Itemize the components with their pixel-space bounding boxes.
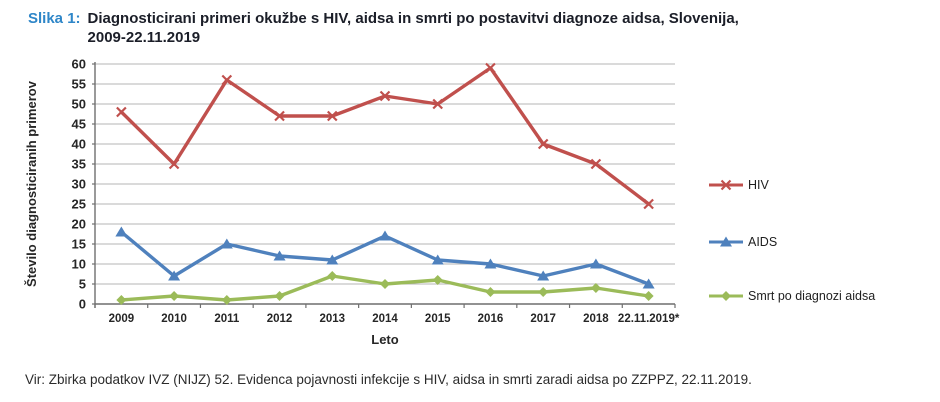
aids-line-triangle-marker-icon [709,236,743,247]
x-tick-label: 2016 [478,313,504,325]
y-tick-label: 20 [72,217,86,232]
chart-series [115,62,655,305]
x-marker [379,90,391,102]
x-tick-label: 2009 [109,313,135,325]
x-tick-label: 2017 [530,313,556,325]
legend-label-hiv: HIV [748,178,769,192]
x-marker [485,62,496,74]
x-axis-title: Leto [371,332,399,347]
legend-label-aids: AIDS [748,235,778,249]
smrt-line-diamond-marker-icon [709,291,743,301]
chart-axes [92,62,676,308]
x-tick-label: 22.11.2019* [618,313,680,325]
diamond-marker [274,291,285,301]
y-tick-label: 15 [72,237,86,252]
triangle-marker [220,238,233,249]
y-axis-title: Število diagnosticiranih primerov [24,80,39,287]
triangle-marker [484,258,497,269]
diamond-marker [485,287,496,297]
triangle-marker [326,254,339,265]
y-tick-label: 45 [72,117,86,132]
y-tick-label: 55 [72,77,86,92]
triangle-marker [168,270,181,281]
y-tick-label: 35 [72,157,86,172]
y-tick-label: 50 [72,97,86,112]
x-marker [643,198,654,210]
triangle-marker [720,236,732,247]
x-marker [432,98,444,110]
y-tick-label: 25 [72,197,86,212]
y-tick-label: 30 [72,177,86,192]
diamond-marker [116,295,127,305]
figure-title: Slika 1: Diagnosticirani primeri okužbe … [28,9,739,47]
legend-label-smrt: Smrt po diagnozi aidsa [748,289,876,303]
y-tick-label: 60 [72,57,86,72]
triangle-marker [115,226,128,237]
x-marker [720,179,732,191]
diamond-marker [221,295,232,305]
diamond-marker [721,291,731,301]
legend-item-smrt: Smrt po diagnozi aidsa [708,289,875,303]
x-marker [326,110,338,122]
x-marker [537,138,549,150]
diamond-marker [538,287,549,297]
x-tick-label: 2018 [583,313,609,325]
x-tick-label: 2011 [214,313,240,325]
diamond-marker [169,291,180,301]
triangle-marker [431,254,444,265]
legend-item-hiv: HIV [708,178,769,192]
triangle-marker [273,250,286,261]
source-note: Vir: Zbirka podatkov IVZ (NIJZ) 52. Evid… [25,372,752,387]
triangle-marker [589,258,602,269]
x-tick-label: 2012 [267,313,293,325]
triangle-marker [537,270,550,281]
y-tick-label: 0 [79,297,86,312]
triangle-marker [642,278,655,289]
diamond-marker [327,271,338,281]
y-axis-tick-labels: 0 5 10 15 20 25 30 35 40 45 50 55 60 [72,57,86,312]
diamond-marker [643,291,654,301]
diamond-marker [380,279,390,289]
x-tick-label: 2015 [425,313,451,325]
legend-item-aids: AIDS [708,235,777,249]
y-tick-label: 40 [72,137,86,152]
y-tick-label: 5 [79,277,86,292]
diamond-marker [590,283,601,293]
x-axis-tick-labels: 2009 2010 2011 2012 2013 2014 2015 2016 2017 2018… [109,313,680,325]
x-tick-label: 2013 [319,313,345,325]
x-marker [590,158,602,170]
figure-title-line1: Diagnosticirani primeri okužbe s HIV, ai… [87,10,739,27]
figure-label: Slika 1: [28,10,81,27]
x-marker [274,110,285,122]
diamond-marker [432,275,443,285]
x-tick-label: 2014 [372,313,398,325]
x-marker [116,106,127,118]
figure-title-text: Diagnosticirani primeri okužbe s HIV, ai… [88,9,739,47]
figure-title-line2: 2009-22.11.2019 [87,29,201,46]
y-tick-label: 10 [72,257,86,272]
triangle-marker [379,230,391,241]
x-marker [221,74,233,86]
hiv-line-x-marker-icon [709,179,743,191]
x-marker [168,158,180,170]
x-tick-label: 2010 [161,313,187,325]
